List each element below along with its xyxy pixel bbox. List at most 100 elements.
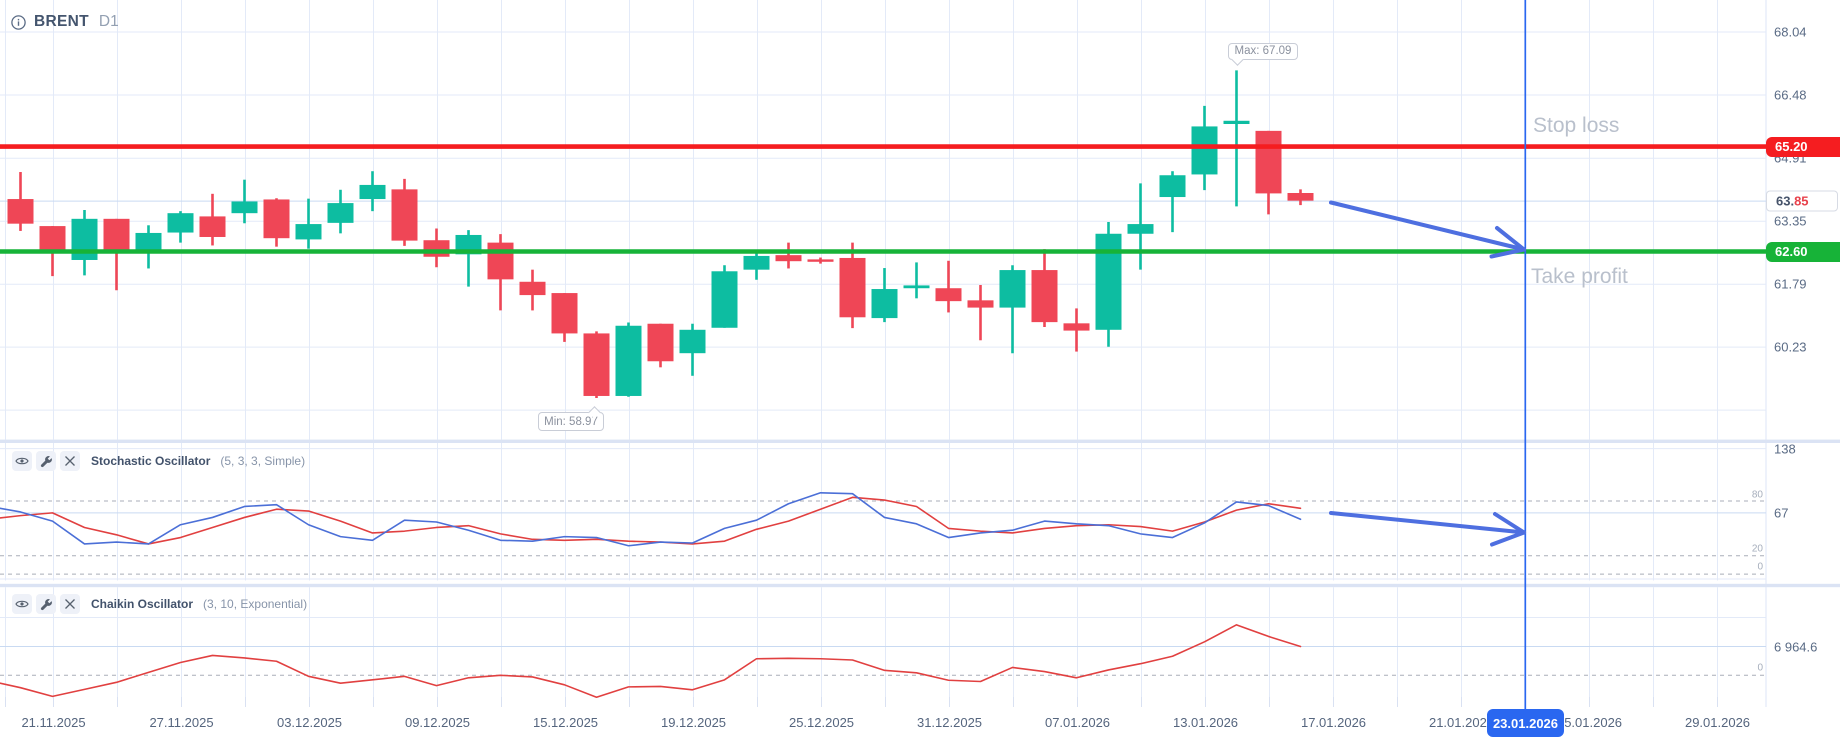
candle-body <box>871 289 898 319</box>
candle-up[interactable] <box>1127 183 1154 270</box>
chaikin-title: Chaikin Oscillator <box>91 597 194 611</box>
chaikin-visibility-button[interactable] <box>12 594 32 614</box>
candle-down[interactable] <box>487 234 514 311</box>
chaikin-line <box>0 624 1302 699</box>
arrow-barb <box>1495 226 1526 252</box>
time-axis-label: 07.01.2026 <box>1044 715 1111 730</box>
candle-down[interactable] <box>935 260 962 313</box>
stochastic-title: Stochastic Oscillator <box>91 454 211 468</box>
chaikin-close-button[interactable] <box>60 594 80 614</box>
candle-body <box>1063 323 1090 331</box>
candle-up[interactable] <box>679 323 706 376</box>
candle-up[interactable] <box>903 262 930 299</box>
arrow-barb <box>1489 247 1526 259</box>
candle-up[interactable] <box>71 209 98 276</box>
candle-body <box>1127 224 1154 234</box>
candle-down[interactable] <box>807 257 834 264</box>
candle-down[interactable] <box>1287 189 1314 206</box>
candle-down[interactable] <box>583 331 610 398</box>
time-axis-label: 29.01.2026 <box>1684 715 1751 730</box>
candle-body <box>103 218 130 252</box>
stochastic-axis-top: 138 <box>1774 441 1796 457</box>
candle-up[interactable] <box>135 225 162 269</box>
stochastic-visibility-button[interactable] <box>12 451 32 471</box>
time-axis-label: 25.12.2025 <box>788 715 855 730</box>
candle-up[interactable] <box>999 265 1026 354</box>
candle-down[interactable] <box>775 242 802 269</box>
grid-layer <box>0 0 1767 707</box>
time-axis-label: 13.01.2026 <box>1172 715 1239 730</box>
candle-down[interactable] <box>39 226 66 277</box>
chaikin-params: (3, 10, Exponential) <box>203 597 308 611</box>
candle-down[interactable] <box>1063 308 1090 352</box>
candle-down[interactable] <box>199 193 226 246</box>
chaikin-current-value: 6 964.6 <box>1774 639 1818 654</box>
candle-body <box>1287 193 1314 201</box>
candle-body <box>1191 126 1218 175</box>
candle-up[interactable] <box>359 171 386 212</box>
candle-down[interactable] <box>423 228 450 268</box>
candle-up[interactable] <box>711 265 738 328</box>
candle-body <box>519 281 546 296</box>
candle-down[interactable] <box>1255 130 1282 215</box>
stochastic-level-80: 80 <box>1751 489 1763 500</box>
time-axis-label: 15.12.2025 <box>532 715 599 730</box>
candle-down[interactable] <box>391 178 418 246</box>
candle-body <box>807 259 834 262</box>
candle-body <box>359 184 386 200</box>
arrow-shaft <box>1329 200 1526 252</box>
dashed-levels <box>0 500 1766 676</box>
candle-up[interactable] <box>1095 222 1122 347</box>
info-icon[interactable] <box>11 14 26 30</box>
stochastic-current-value: 67 <box>1774 505 1789 521</box>
candle-body <box>39 226 66 251</box>
chaikin-settings-button[interactable] <box>36 594 56 614</box>
stochastic-k-line <box>0 491 1302 547</box>
price-axis-label: 60.23 <box>1774 339 1807 355</box>
candle-up[interactable] <box>615 322 642 397</box>
candle-body <box>295 224 322 240</box>
candle-body <box>999 270 1026 308</box>
stochastic-level-20: 20 <box>1751 543 1763 554</box>
candle-body <box>423 240 450 257</box>
candle-down[interactable] <box>103 218 130 291</box>
candle-down[interactable] <box>1031 249 1058 327</box>
candle-up[interactable] <box>871 268 898 323</box>
current-price-tag: 63. 85 <box>1766 190 1838 212</box>
candle-body <box>7 199 34 224</box>
candle-body <box>487 242 514 280</box>
candle-up[interactable] <box>1223 70 1250 207</box>
candle-down[interactable] <box>967 285 994 341</box>
chaikin-level-0: 0 <box>1757 662 1763 673</box>
stochastic-close-button[interactable] <box>60 451 80 471</box>
highlighted-date: 23.01.2026 <box>1487 709 1564 737</box>
candle-body <box>743 255 770 270</box>
candle-up[interactable] <box>231 179 258 224</box>
candle-up[interactable] <box>1159 171 1186 233</box>
stochastic-settings-button[interactable] <box>36 451 56 471</box>
candle-body <box>551 293 578 334</box>
candle-body <box>263 199 290 239</box>
candle-body <box>903 285 930 289</box>
candle-down[interactable] <box>263 198 290 247</box>
candle-body <box>775 255 802 262</box>
price-axis-label: 61.79 <box>1774 276 1807 292</box>
stochastic-trend-arrow <box>1329 511 1526 547</box>
stochastic-params: (5, 3, 3, Simple) <box>220 454 306 468</box>
candle-up[interactable] <box>295 198 322 249</box>
candle-down[interactable] <box>647 323 674 368</box>
candle-up[interactable] <box>327 189 354 234</box>
candle-down[interactable] <box>551 293 578 342</box>
candle-up[interactable] <box>167 211 194 243</box>
candle-up[interactable] <box>743 249 770 280</box>
candle-body <box>647 323 674 362</box>
candle-up[interactable] <box>455 230 482 287</box>
candle-down[interactable] <box>7 172 34 231</box>
time-axis-label: 09.12.2025 <box>404 715 471 730</box>
candle-body <box>583 333 610 396</box>
candle-down[interactable] <box>839 242 866 329</box>
stop-loss-label: Stop loss <box>1533 113 1620 137</box>
candle-down[interactable] <box>519 269 546 311</box>
